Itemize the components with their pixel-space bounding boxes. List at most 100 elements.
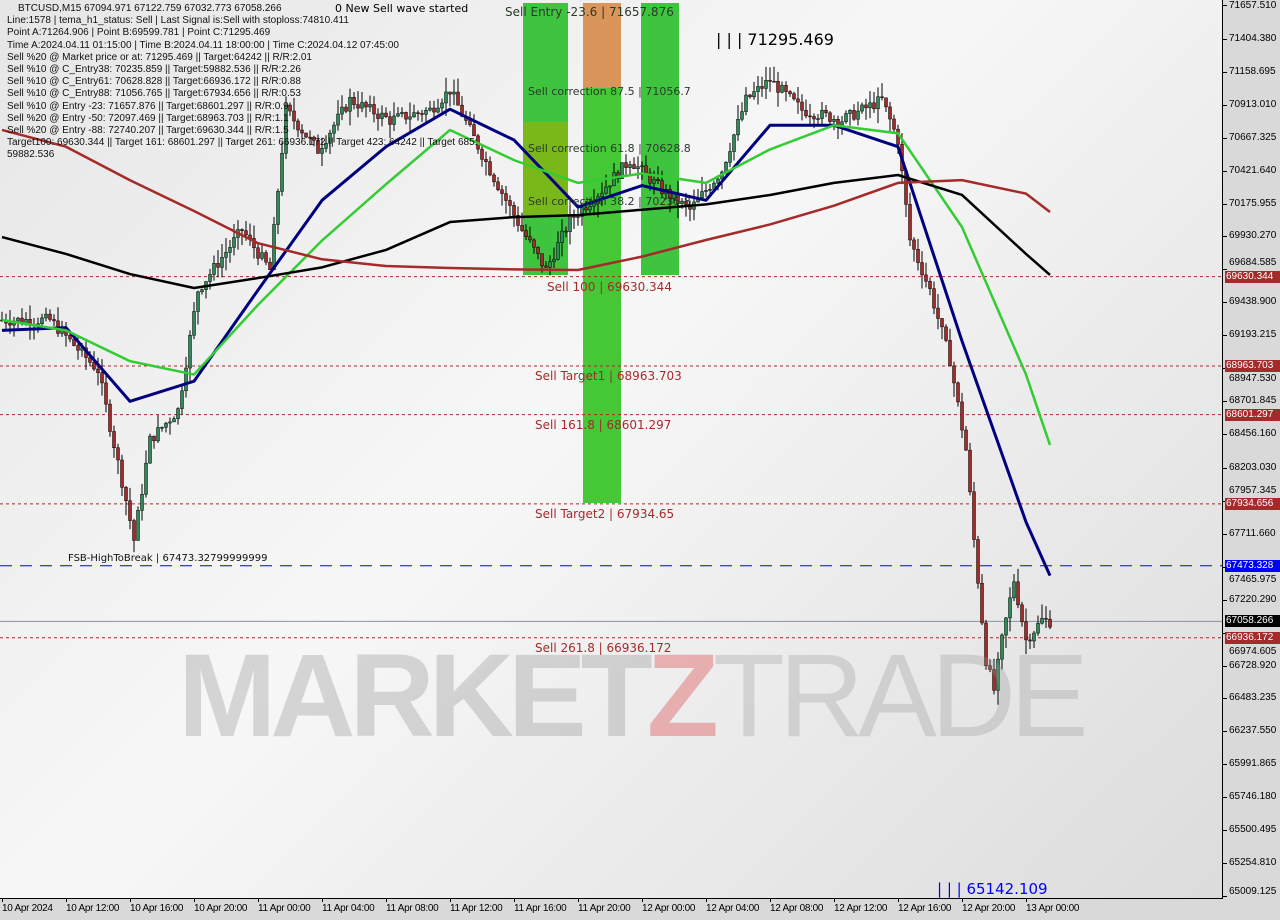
candle-body bbox=[996, 658, 1000, 691]
candle-body bbox=[416, 112, 420, 114]
candle-body bbox=[644, 165, 648, 174]
candle-body bbox=[988, 665, 992, 670]
candle-body bbox=[660, 180, 664, 195]
candle-body bbox=[136, 510, 140, 541]
candle-body bbox=[532, 239, 536, 248]
x-tick-label: 12 Apr 16:00 bbox=[898, 899, 952, 914]
candle-body bbox=[212, 263, 216, 275]
candle-body bbox=[808, 115, 812, 118]
candle-body bbox=[716, 178, 720, 184]
candle-body bbox=[312, 136, 316, 141]
x-tick-label: 11 Apr 20:00 bbox=[578, 899, 631, 914]
candle-body bbox=[564, 230, 568, 233]
candle-body bbox=[740, 111, 744, 120]
candle-body bbox=[872, 102, 876, 110]
candle-body bbox=[320, 148, 324, 154]
candle-body bbox=[188, 334, 192, 369]
candle-body bbox=[584, 207, 588, 211]
info-line: Time A:2024.04.11 01:15:00 | Time B:2024… bbox=[7, 39, 399, 51]
price-badge: 67934.656 bbox=[1225, 497, 1280, 510]
candle-body bbox=[776, 81, 780, 93]
candle-body bbox=[788, 91, 792, 94]
candle-body bbox=[524, 230, 528, 237]
candle-body bbox=[192, 311, 196, 336]
candle-body bbox=[500, 189, 504, 194]
candle-body bbox=[924, 274, 928, 282]
candle-body bbox=[912, 239, 916, 250]
candle-body bbox=[268, 261, 272, 270]
y-tick-label: 71404.380 bbox=[1222, 32, 1277, 44]
y-tick-label: 70421.640 bbox=[1222, 164, 1277, 176]
y-tick-label: 66483.235 bbox=[1222, 692, 1277, 704]
x-tick-label: 11 Apr 12:00 bbox=[450, 899, 503, 914]
candle-body bbox=[292, 110, 296, 122]
candle-body bbox=[944, 326, 948, 341]
candle-body bbox=[8, 322, 12, 326]
candle-body bbox=[828, 112, 832, 122]
candle-body bbox=[892, 118, 896, 130]
price-badge: 66936.172 bbox=[1225, 631, 1280, 644]
x-tick-label: 13 Apr 00:00 bbox=[1026, 899, 1080, 914]
candle-body bbox=[396, 113, 400, 117]
candle-body bbox=[400, 112, 404, 114]
candle-body bbox=[768, 80, 772, 82]
candle-body bbox=[888, 106, 892, 120]
candle-body bbox=[680, 200, 684, 204]
price-chart[interactable]: MARKETZTRADE BTCUSD,M15 67094.971 67122.… bbox=[0, 0, 1223, 899]
candle-body bbox=[744, 94, 748, 112]
candle-body bbox=[280, 152, 284, 192]
candle-body bbox=[108, 403, 112, 432]
time-axis: 10 Apr 2024 10 Apr 12:00 10 Apr 16:00 10 Ap… bbox=[0, 899, 1222, 920]
candle-body bbox=[220, 257, 224, 268]
y-tick-label: 67465.975 bbox=[1222, 566, 1277, 585]
candle-body bbox=[784, 85, 788, 92]
candle-body bbox=[796, 98, 800, 103]
candle-body bbox=[296, 120, 300, 131]
x-tick-label: 12 Apr 04:00 bbox=[706, 899, 760, 914]
candle-body bbox=[48, 313, 52, 320]
candle-body bbox=[164, 422, 168, 428]
candle-body bbox=[200, 289, 204, 293]
candle-body bbox=[96, 368, 100, 374]
candle-body bbox=[300, 129, 304, 134]
candle-body bbox=[612, 172, 616, 187]
candle-body bbox=[868, 102, 872, 109]
candle-body bbox=[412, 112, 416, 118]
candle-body bbox=[140, 493, 144, 511]
info-line: Target100: 69630.344 || Target 161: 6860… bbox=[7, 137, 478, 161]
candle-body bbox=[1008, 597, 1012, 619]
candle-body bbox=[1020, 604, 1024, 623]
candle-body bbox=[576, 216, 580, 218]
candle-body bbox=[344, 106, 348, 112]
candle-body bbox=[516, 215, 520, 226]
candle-body bbox=[152, 435, 156, 442]
candle-body bbox=[824, 109, 828, 114]
candle-body bbox=[264, 252, 268, 263]
candle-body bbox=[864, 104, 868, 109]
candle-body bbox=[764, 80, 768, 89]
candle-body bbox=[976, 539, 980, 584]
info-line: Sell %10 @ C_Entry88: 71056.765 || Targe… bbox=[7, 88, 301, 100]
y-tick-label: 70175.955 bbox=[1222, 197, 1277, 209]
candle-body bbox=[496, 181, 500, 190]
candle-body bbox=[536, 246, 540, 254]
ma_black-line bbox=[1, 173, 1051, 290]
candle-body bbox=[372, 104, 376, 115]
candle-body bbox=[820, 109, 824, 119]
y-tick-label: 70667.325 bbox=[1222, 131, 1277, 143]
candle-body bbox=[428, 107, 432, 111]
candle-body bbox=[932, 288, 936, 309]
candle-body bbox=[1016, 581, 1020, 606]
candle-body bbox=[256, 247, 260, 259]
zone-olive-1 bbox=[523, 122, 568, 217]
candle-body bbox=[1036, 622, 1040, 634]
candle-body bbox=[208, 274, 212, 282]
candle-body bbox=[284, 104, 288, 154]
y-tick-label: 67220.290 bbox=[1222, 593, 1277, 605]
candle-body bbox=[928, 281, 932, 289]
candle-body bbox=[328, 132, 332, 144]
candle-body bbox=[332, 124, 336, 134]
candle-body bbox=[648, 172, 652, 184]
candle-body bbox=[816, 118, 820, 120]
candle-body bbox=[404, 112, 408, 120]
